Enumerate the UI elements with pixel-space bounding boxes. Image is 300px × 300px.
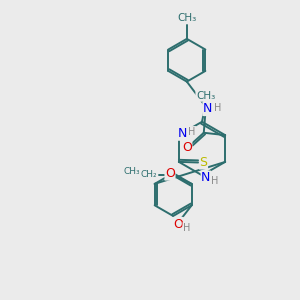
Text: O: O	[165, 167, 175, 180]
Text: N: N	[201, 171, 211, 184]
Text: CH₃: CH₃	[177, 13, 196, 23]
Text: H: H	[212, 176, 219, 186]
Text: CH₂: CH₂	[140, 170, 157, 179]
Text: H: H	[183, 223, 190, 232]
Text: O: O	[173, 218, 183, 230]
Text: H: H	[214, 103, 221, 113]
Text: O: O	[182, 140, 192, 154]
Text: H: H	[188, 127, 196, 136]
Text: CH₃: CH₃	[124, 167, 141, 176]
Text: CH₃: CH₃	[196, 91, 215, 101]
Text: N: N	[178, 127, 188, 140]
Text: N: N	[203, 103, 212, 116]
Text: S: S	[200, 156, 208, 169]
